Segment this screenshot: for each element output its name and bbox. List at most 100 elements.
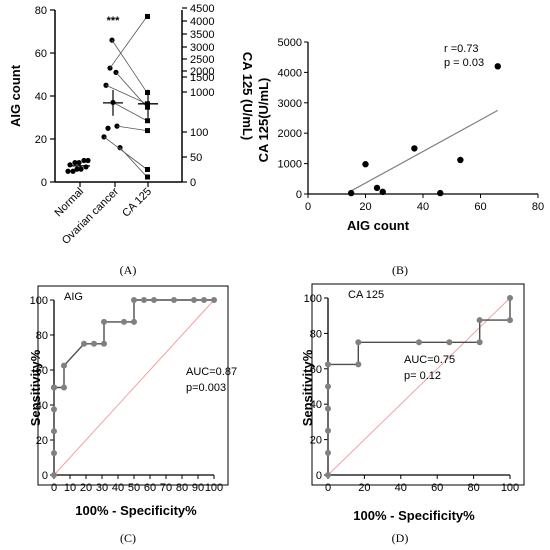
- roc-point: [61, 384, 67, 391]
- roc-point: [101, 318, 107, 325]
- x-tick-label: 20: [80, 482, 92, 494]
- normal-dot: [70, 168, 76, 174]
- x-tick-label: 80: [532, 201, 544, 213]
- roc-point: [131, 297, 137, 303]
- y-tick-label: 2000: [278, 128, 302, 140]
- correlation-p: p = 0.03: [444, 57, 484, 69]
- roc-point: [507, 317, 513, 324]
- y-tick-label: 80: [310, 328, 322, 340]
- right-tick-label: 4500: [190, 3, 214, 15]
- x-tick-label: 60: [431, 482, 443, 494]
- p-value-label: p= 0.12: [404, 370, 441, 382]
- right-tick-label: 1500: [190, 72, 214, 84]
- x-tick-label: 20: [358, 482, 370, 494]
- category-label: Normal: [53, 186, 87, 220]
- roc-point: [446, 339, 453, 346]
- normal-dot: [85, 157, 91, 164]
- right-tick-label: 3500: [190, 29, 214, 41]
- paired-line: [116, 125, 148, 131]
- y-tick-label: 0: [296, 189, 302, 201]
- normal-dot: [78, 166, 84, 172]
- y-tick-label: 60: [36, 365, 48, 377]
- y-tick-label: 40: [35, 91, 47, 103]
- roc-point: [141, 297, 147, 303]
- roc-point: [325, 405, 331, 412]
- roc-point: [476, 339, 483, 346]
- panel-frame: [37, 285, 229, 486]
- y-tick-label: 4000: [278, 67, 302, 79]
- reference-diagonal: [327, 297, 511, 476]
- normal-dot: [67, 162, 73, 168]
- paired-line: [112, 102, 148, 122]
- y-axis-title: Sensitivity%: [28, 349, 43, 426]
- roc-point: [211, 297, 217, 303]
- x-axis-title: 100% - Specificity%: [75, 503, 197, 518]
- x-tick-label: 80: [176, 482, 188, 494]
- right-tick-label: 2500: [190, 54, 214, 66]
- y-tick-label: 0: [316, 470, 322, 482]
- roc-point: [201, 297, 207, 303]
- ca125-marker: [145, 167, 150, 172]
- panel-label-a: (A): [120, 263, 137, 277]
- x-axis-title: AIG count: [347, 218, 410, 233]
- ca125-marker: [145, 174, 150, 180]
- trend-line: [350, 109, 499, 192]
- x-tick-label: 40: [112, 482, 124, 494]
- roc-point: [355, 339, 362, 346]
- roc-point: [51, 472, 57, 478]
- y-tick-label: 20: [310, 435, 322, 447]
- x-tick-label: 60: [474, 201, 486, 213]
- roc-point: [476, 317, 483, 324]
- roc-curve: [53, 299, 214, 475]
- right-tick-label: 2000: [190, 66, 214, 78]
- paired-line: [119, 147, 148, 178]
- x-tick-label: 0: [305, 201, 311, 213]
- x-tick-label: 70: [160, 482, 172, 494]
- roc-point: [191, 297, 197, 303]
- panel-frame: [311, 283, 525, 486]
- category-label: CA 125: [120, 186, 154, 220]
- roc-point: [171, 297, 177, 303]
- auc-label: AUC=0.75: [404, 354, 455, 366]
- x-tick-label: 60: [144, 482, 156, 494]
- panel-d: 0 20 40 60 80 100 0 20 40 60 80 100 CA 125 AUC=0.75 p=…: [300, 283, 525, 545]
- y-tick-label: 40: [310, 399, 322, 411]
- data-point: [379, 188, 386, 196]
- roc-point: [61, 362, 67, 369]
- normal-dot: [65, 168, 71, 174]
- p-value-label: p=0.003: [186, 382, 226, 394]
- panel-label: (D): [392, 531, 409, 545]
- x-tick-label: 100: [205, 482, 223, 494]
- y-tick-label: 0: [42, 470, 48, 482]
- y-tick-label: 100: [30, 295, 48, 307]
- panel-label-b: (B): [392, 263, 408, 277]
- ca125-marker: [145, 13, 150, 19]
- roc-point: [325, 472, 331, 478]
- roc-point: [325, 427, 331, 434]
- right-tick-label: 50: [190, 152, 202, 164]
- roc-point: [51, 428, 57, 435]
- roc-point: [507, 295, 513, 301]
- x-tick-label: 40: [417, 201, 429, 213]
- y-tick-label: 1000: [278, 159, 302, 171]
- normal-dot: [76, 160, 82, 166]
- roc-point: [81, 340, 87, 347]
- correlation-r: r =0.73: [444, 43, 479, 55]
- x-tick-label: 0: [325, 482, 331, 494]
- data-point: [362, 161, 369, 168]
- roc-point: [101, 340, 107, 347]
- roc-point: [416, 339, 422, 346]
- y-tick-label: 5000: [278, 37, 302, 49]
- y-axis-title: AIG count: [8, 64, 23, 127]
- x-axis-title: 100% - Specificity%: [353, 508, 475, 523]
- roc-point: [131, 318, 137, 325]
- right-tick-label: 1000: [190, 87, 214, 99]
- x-tick-label: 10: [64, 482, 76, 494]
- y-axis-title: Sensitivity%: [300, 349, 315, 426]
- x-tick-label: 40: [395, 482, 407, 494]
- roc-point: [325, 361, 331, 368]
- panel-title: AIG: [64, 291, 83, 303]
- right-axis-title: CA 125 (U/mL): [240, 52, 255, 140]
- y-tick-label: 40: [36, 400, 48, 412]
